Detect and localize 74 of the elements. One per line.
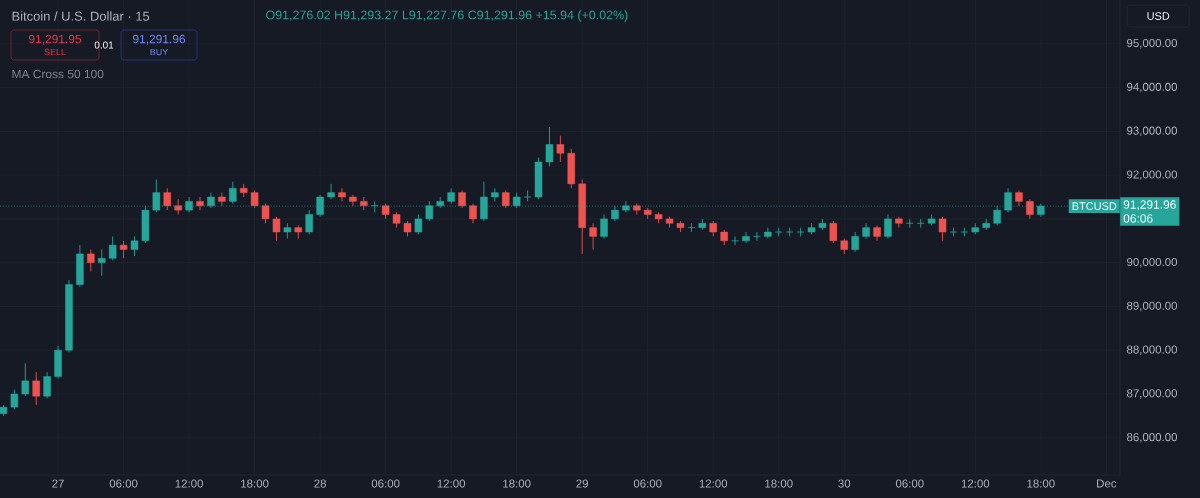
candlestick: [938, 216, 947, 242]
x-tick-label: 12:00: [437, 479, 466, 488]
x-tick-label: 06:00: [633, 479, 662, 488]
candlestick: [731, 235, 739, 246]
annotation: MA Cross 50 100: [12, 69, 104, 79]
y-tick-label: 93,000.00: [1127, 126, 1178, 137]
annotation: SELL: [44, 48, 66, 56]
y-tick-label: 86,000.00: [1127, 433, 1178, 443]
text: Bitcoin / U.S. Dollar · 15: [12, 11, 150, 21]
candlestick: [906, 218, 914, 229]
candlestick: [895, 216, 903, 229]
candlestick: [469, 203, 477, 224]
annotation: BUY: [150, 48, 169, 56]
candlestick: [32, 371, 40, 406]
y-tick-label: 92,000.00: [1127, 170, 1178, 180]
candlestick: [600, 214, 608, 240]
x-tick-label: 29: [576, 479, 589, 488]
candlestick: [829, 220, 838, 244]
annotation: 91,291.95: [28, 34, 82, 45]
candlestick: [97, 249, 106, 277]
x-tick-label: 12:00: [175, 479, 203, 488]
y-tick-label: 95,000.00: [1127, 39, 1178, 49]
candlestick: [338, 187, 346, 202]
candlestick: [272, 216, 281, 242]
x-tick-label: 06:00: [109, 479, 138, 488]
candlestick: [10, 389, 19, 410]
annotation: 0.01: [94, 41, 114, 49]
x-tick-label: 06:00: [895, 479, 924, 488]
candlestick: [261, 203, 270, 224]
x-tick-label: 18:00: [241, 479, 269, 488]
candlestick: [884, 214, 892, 240]
text: O91,276.02 H91,293.27 L91,227.76 C91,291.96 +15.94 (+0.02%): [266, 10, 628, 22]
x-tick-label: 18:00: [1027, 479, 1055, 488]
x-tick-label: 12:00: [699, 479, 728, 488]
candlestick: [163, 187, 171, 211]
candlestick: [545, 126, 554, 167]
candlestick: [742, 231, 750, 244]
x-tick-label: 28: [314, 479, 326, 488]
y-tick-label: 94,000.00: [1127, 82, 1178, 93]
x-tick-label: 30: [838, 479, 851, 488]
x-tick-label: 06:00: [371, 479, 400, 488]
x-tick-label: Dec: [1097, 479, 1117, 488]
x-tick-label: 27: [52, 479, 64, 488]
text: 91,291.96: [1123, 200, 1176, 211]
candlestick: [196, 196, 204, 211]
candlestick: [414, 214, 423, 235]
ref-line-label: BTCUSD: [1072, 202, 1117, 210]
candlestick: [327, 183, 335, 200]
annotation: 91,291.96: [132, 34, 186, 45]
candlestick: [218, 192, 226, 207]
text: USD: [1147, 12, 1170, 20]
x-tick-label: 12:00: [961, 479, 990, 488]
candlestick: [43, 371, 51, 399]
candlestick: [1026, 198, 1034, 220]
candlestick: [349, 194, 357, 207]
candlestick: [556, 135, 565, 163]
y-tick-label: 90,000.00: [1127, 257, 1178, 268]
x-tick-label: 18:00: [503, 479, 531, 488]
candlestick: [108, 235, 117, 261]
candlestick: [753, 231, 761, 242]
y-tick-label: 88,000.00: [1127, 345, 1178, 355]
candlestick: [87, 249, 95, 272]
candlestick: [305, 209, 313, 235]
candlestick: [687, 222, 696, 233]
x-tick-label: 18:00: [765, 479, 793, 488]
y-tick-label: 89,000.00: [1127, 301, 1178, 312]
candlestick: [589, 222, 597, 250]
text: 06:06: [1123, 214, 1153, 223]
candlestick: [851, 231, 859, 253]
candlestick: [21, 362, 30, 397]
y-tick-label: 87,000.00: [1127, 389, 1178, 399]
candlestick: [523, 189, 532, 202]
candlestick: [916, 218, 925, 229]
candlestick: [130, 235, 139, 257]
